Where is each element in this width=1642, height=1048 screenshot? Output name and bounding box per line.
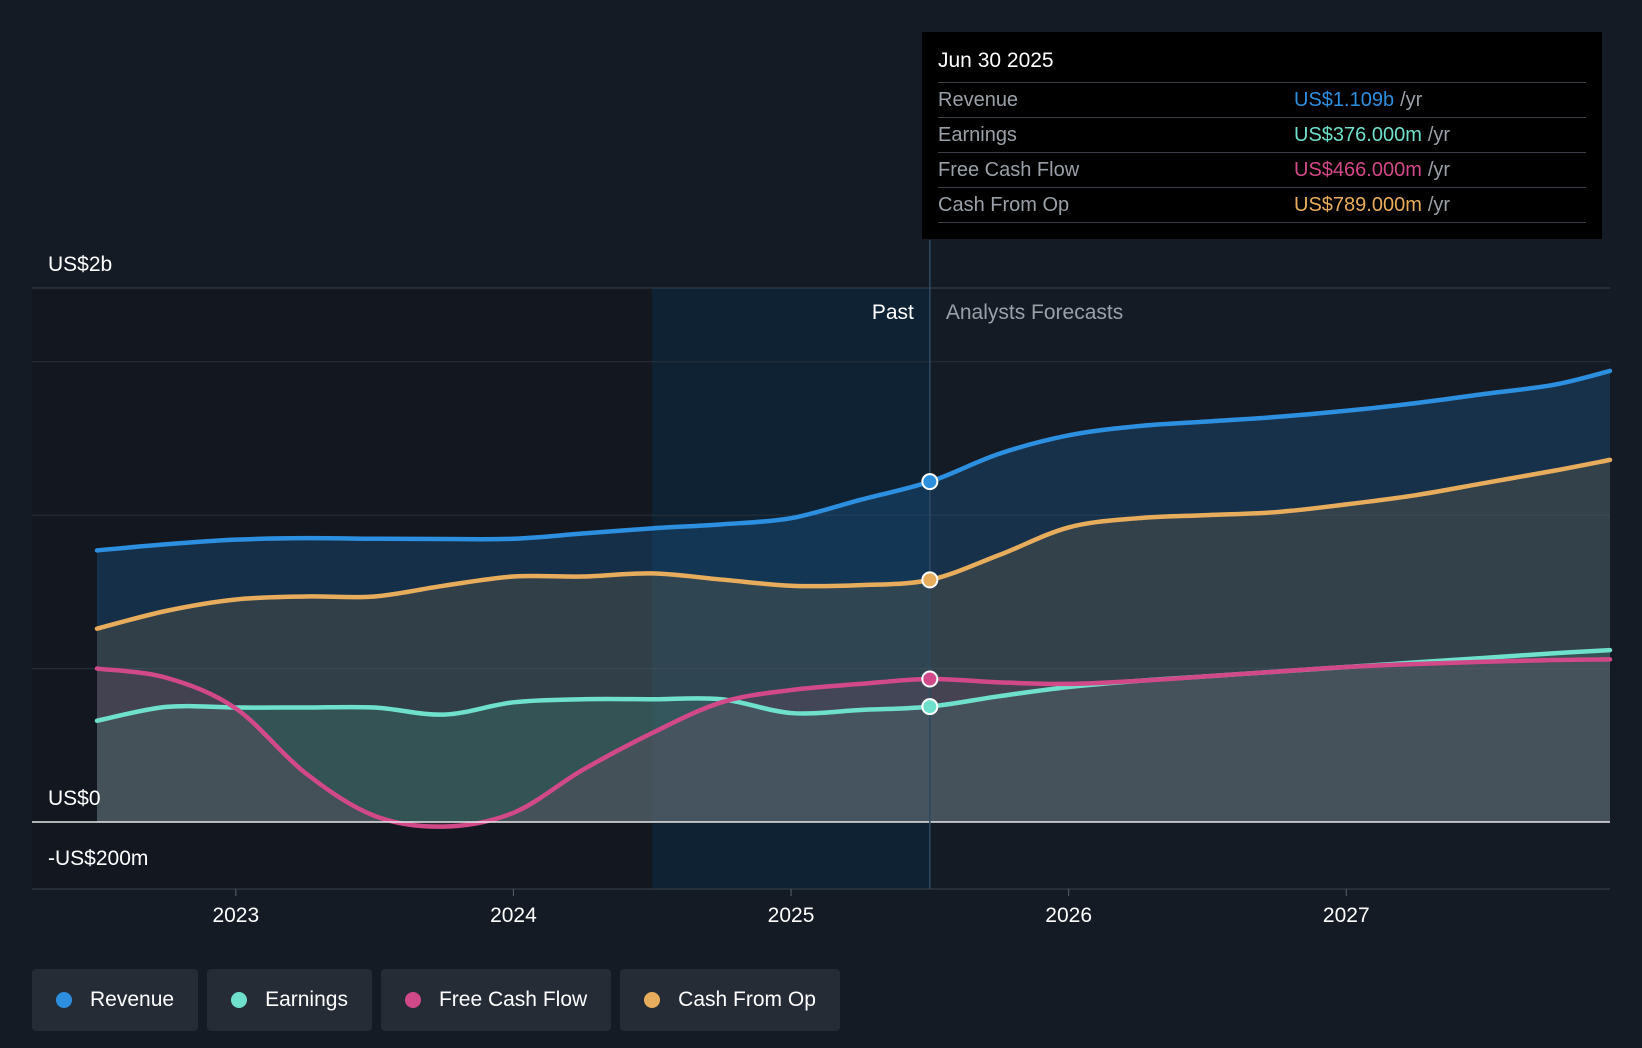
cash-from-op-dot-icon (644, 992, 661, 1008)
free-cash-flow-dot-icon (404, 992, 421, 1008)
tooltip-date: Jun 30 2025 (938, 46, 1586, 83)
series-lines (94, 368, 1613, 829)
hover-markers (921, 473, 939, 716)
marker-cash-from-op (921, 571, 939, 589)
line-revenue (94, 368, 1613, 553)
x-axis-ticks: 2023 2024 2025 2026 2027 (212, 889, 1370, 927)
legend: Revenue Earnings Free Cash Flow Cash Fro… (32, 969, 840, 1031)
area-cash-from-op (97, 459, 1610, 822)
tooltip-unit: /yr (1427, 194, 1451, 216)
tooltip-row-earnings: Earnings US$376.000m /yr (938, 118, 1586, 153)
legend-label: Earnings (265, 988, 348, 1011)
past-label: Past (872, 301, 914, 324)
tooltip-value: US$466.000m (1294, 159, 1422, 181)
legend-item-free-cash-flow[interactable]: Free Cash Flow (380, 969, 612, 1031)
tooltip-value: US$789.000m (1294, 194, 1422, 216)
tooltip-unit: /yr (1427, 159, 1451, 181)
y-tick-label-top: US$2b (48, 253, 112, 276)
tooltip-label: Earnings (938, 124, 1017, 146)
x-tick-label: 2023 (212, 904, 259, 927)
area-free-cash-flow (97, 659, 1610, 827)
tooltip-unit: /yr (1427, 124, 1451, 146)
legend-label: Cash From Op (678, 988, 816, 1011)
forecast-label: Analysts Forecasts (946, 301, 1123, 324)
tooltip-label: Revenue (938, 89, 1019, 111)
tooltip-value: US$376.000m (1294, 124, 1422, 146)
marker-earnings (921, 698, 939, 716)
x-tick-label: 2025 (768, 904, 815, 927)
line-free-cash-flow (94, 657, 1613, 829)
legend-label: Revenue (90, 988, 175, 1011)
tooltip-unit: /yr (1400, 89, 1423, 111)
tooltip-label: Free Cash Flow (938, 159, 1080, 181)
tooltip-row-revenue: Revenue US$1.109b /yr (938, 83, 1586, 118)
highlight-region-background (652, 288, 930, 889)
tooltip-label: Cash From Op (938, 194, 1070, 216)
y-tick-label-zero: US$0 (48, 787, 101, 810)
x-tick-label: 2024 (490, 904, 537, 927)
marker-free-cash-flow (921, 670, 939, 688)
revenue-dot-icon (56, 992, 72, 1008)
tooltip-row-cash-from-op: Cash From Op US$789.000m /yr (938, 188, 1586, 223)
x-tick-label: 2027 (1323, 904, 1370, 927)
x-tick-label: 2026 (1045, 904, 1092, 927)
y-tick-label-bottom: -US$200m (48, 847, 148, 870)
tooltip-value: US$1.109b (1294, 89, 1395, 111)
legend-item-revenue[interactable]: Revenue (32, 969, 199, 1031)
legend-label: Free Cash Flow (438, 988, 588, 1011)
line-cash-from-op (94, 457, 1613, 631)
earnings-dot-icon (231, 992, 248, 1008)
tooltip-row-free-cash-flow: Free Cash Flow US$466.000m /yr (938, 153, 1586, 188)
legend-item-cash-from-op[interactable]: Cash From Op (620, 969, 840, 1031)
tooltip: Jun 30 2025 Revenue US$1.109b /yr Earnin… (922, 32, 1602, 239)
legend-item-earnings[interactable]: Earnings (207, 969, 372, 1031)
marker-revenue (921, 473, 939, 491)
area-earnings (97, 650, 1610, 822)
